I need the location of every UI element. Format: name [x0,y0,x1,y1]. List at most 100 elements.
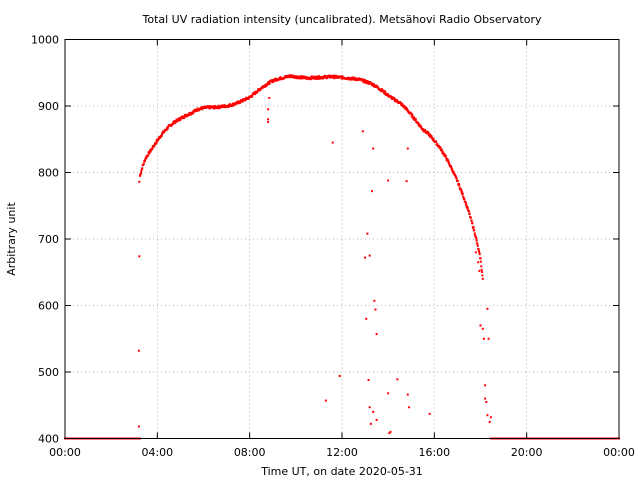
outlier-point [374,308,377,311]
data-point [178,117,181,120]
data-point [170,125,173,128]
data-point [424,128,427,131]
outlier-point [479,324,482,327]
data-point [298,77,301,80]
outlier-point [388,432,391,435]
data-point [354,78,357,81]
outlier-point [338,374,341,377]
data-point [203,106,206,109]
data-point [468,213,471,216]
outlier-point [389,430,392,433]
outlier-point [484,384,487,387]
data-point [254,90,257,93]
data-point [364,79,367,82]
data-point [414,118,417,121]
data-point [453,172,456,175]
data-point [295,75,298,78]
data-point [422,128,425,131]
data-point [313,75,316,78]
data-point [474,235,477,238]
outlier-point [406,147,409,150]
outlier-point [367,378,370,381]
data-point [208,107,211,110]
outlier-point [372,410,375,413]
data-point [188,112,191,115]
data-point [479,257,482,260]
y-tick-label: 600 [38,300,59,313]
data-point [303,75,306,78]
data-point [447,161,450,164]
data-point [435,140,438,143]
data-point [314,77,317,80]
outlier-point [137,349,140,352]
data-point [142,162,145,165]
outlier-point [372,147,375,150]
data-point [332,76,335,79]
outlier-point [368,254,371,257]
data-point [322,77,325,80]
data-point [353,76,356,79]
data-point [270,79,273,82]
data-point [155,139,158,142]
data-point [372,83,375,86]
outlier-point [407,406,410,409]
data-point [196,107,199,110]
outlier-point [486,307,489,310]
outlier-point [406,393,409,396]
data-point [240,99,243,102]
data-point [368,82,371,85]
x-tick-label: 04:00 [141,446,173,459]
data-point [454,173,457,176]
data-point [217,107,220,110]
data-point [451,169,454,172]
data-point [427,131,430,134]
outlier-point [405,180,408,183]
data-point [455,177,458,180]
data-point [464,203,467,206]
data-point [383,90,386,93]
data-point [470,219,473,222]
data-point [153,144,156,147]
data-point [229,103,232,106]
data-point [478,253,481,256]
data-point [155,142,158,145]
data-point [375,84,378,87]
data-point [436,143,439,146]
data-point [289,74,292,77]
x-tick-label: 12:00 [326,446,358,459]
data-point [481,277,484,280]
outlier-point [387,179,390,182]
outlier-point [364,256,367,259]
outlier-point [478,269,481,272]
data-point [456,179,459,182]
y-tick-label: 500 [38,366,59,379]
data-point [273,79,276,82]
data-point [330,75,333,78]
data-point [192,112,195,115]
data-point [473,229,476,232]
data-point [317,75,320,78]
data-point [160,134,163,137]
data-point [144,160,147,163]
data-point [166,127,169,130]
x-tick-label: 20:00 [511,446,543,459]
data-point [173,120,176,123]
data-point [198,109,201,112]
outlier-point [369,422,372,425]
data-point [201,108,204,111]
outlier-point [268,97,271,100]
data-point [173,122,176,125]
data-point [160,133,163,136]
data-point [274,79,277,82]
data-point [449,164,452,167]
data-point [442,152,445,155]
data-point [215,105,218,108]
outlier-point [485,400,488,403]
data-point [454,175,457,178]
grid [65,39,619,439]
data-point [396,99,399,102]
y-tick-label: 800 [38,167,59,180]
data-point [459,188,462,191]
outlier-point [375,418,378,421]
